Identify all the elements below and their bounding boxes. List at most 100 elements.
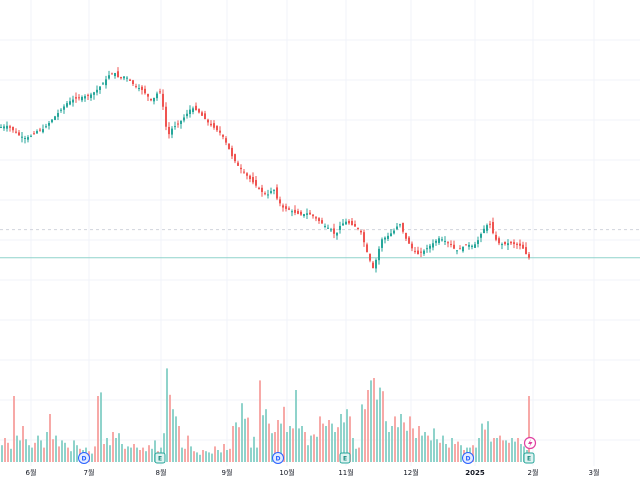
candle-body [81,96,83,101]
volume-bar [169,394,171,462]
x-axis-tick-label: 6월 [26,468,37,477]
candle-body [285,206,287,209]
candle-body [387,235,389,239]
earnings-marker[interactable]: E [154,452,166,464]
candle-body [21,136,23,138]
candle-body [423,250,425,254]
volume-bar [49,414,51,462]
volume-bar [460,445,462,462]
candle-body [102,83,104,85]
volume-bar [310,435,312,462]
candle-body [180,120,182,124]
event-marker-label: E [343,456,347,463]
candle-body [237,162,239,166]
candle-body [336,232,338,236]
volume-bar [163,433,165,462]
volume-bar [355,448,357,462]
candle-body [471,245,473,247]
volume-bar [439,442,441,462]
volume-bar [394,416,396,462]
candle-body [228,143,230,150]
candle-body [282,205,284,208]
volume-bars [1,368,530,462]
dividend-marker[interactable]: D [462,452,474,464]
candle-body [78,97,80,99]
candle-body [126,77,128,79]
volume-bar [331,423,333,462]
candle-body [156,93,158,99]
dividend-marker[interactable]: D [78,452,90,464]
candle-body [468,244,470,247]
x-axis-tick-label: 11월 [338,468,353,477]
volume-bar [175,416,177,462]
candle-body [33,133,35,135]
candle-body [294,209,296,213]
volume-bar [364,409,366,462]
candle-body [372,262,374,269]
volume-bar [223,444,225,462]
volume-bar [241,403,243,462]
x-axis-tick-label: 7월 [84,468,95,477]
candle-body [450,243,452,245]
candle-body [183,117,185,121]
volume-bar [493,438,495,462]
earnings-marker[interactable]: E [339,452,351,464]
volume-bar [202,450,204,462]
volume-bar [292,428,294,462]
dividend-marker-bg [78,452,90,464]
candle-body [447,242,449,244]
candle-body [519,243,521,246]
flash-icon[interactable] [523,436,537,450]
volume-bar [106,438,108,462]
event-marker-label: D [466,456,471,463]
volume-bar [487,421,489,462]
volume-bar [322,423,324,462]
candle-body [234,154,236,162]
volume-bar [1,445,3,462]
volume-bar [448,447,450,462]
volume-bar [64,442,66,462]
candle-body [309,212,311,215]
candle-body [72,99,74,103]
candle-body [363,232,365,243]
candle-body [366,244,368,253]
dividend-marker[interactable]: D [272,452,284,464]
volume-bar [514,441,516,462]
candle-body [390,233,392,237]
candle-body [408,237,410,244]
volume-bar [70,451,72,462]
volume-bar [268,423,270,462]
volume-bar [490,441,492,462]
volume-bar [499,435,501,462]
candle-body [435,240,437,243]
volume-bar [214,446,216,462]
volume-bar [184,448,186,462]
candle-body [108,75,110,79]
candle-body [168,126,170,135]
candle-body [279,199,281,204]
candle-body [441,239,443,241]
volume-bar [46,432,48,462]
candle-body [474,244,476,248]
candle-body [54,116,56,120]
earnings-marker-bg [523,452,535,464]
time-axis: 6월 7월 8월 9월 10월 11월 12월 2025 2월 3월 [26,468,600,477]
volume-bar [343,422,345,462]
volume-bar [346,409,348,462]
candle-body [273,189,275,191]
candle-body [111,73,113,75]
volume-bar [328,420,330,462]
candle-body [438,238,440,243]
volume-bar [31,447,33,462]
volume-bar [112,432,114,462]
volume-bar [196,452,198,462]
candle-body [501,244,503,246]
volume-bar [181,447,183,462]
candle-body [477,240,479,244]
volume-bar [58,446,60,462]
earnings-marker[interactable]: E [523,452,535,464]
candle-body [105,79,107,86]
candle-body [444,240,446,242]
